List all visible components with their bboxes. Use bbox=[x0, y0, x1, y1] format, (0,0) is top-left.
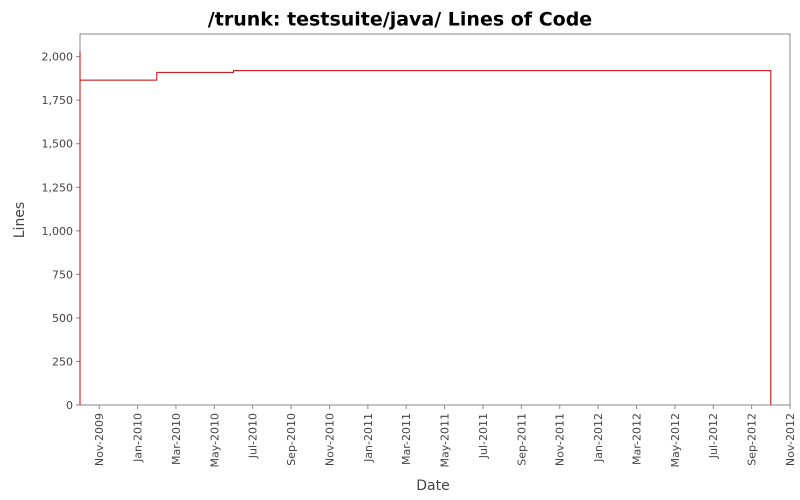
chart-title: /trunk: testsuite/java/ Lines of Code bbox=[208, 9, 592, 31]
x-tick-label: Sep-2011 bbox=[515, 413, 528, 466]
y-tick-label: 1,250 bbox=[42, 181, 74, 194]
x-tick-label: Jul-2011 bbox=[477, 413, 490, 459]
y-tick-label: 250 bbox=[52, 355, 73, 368]
y-tick-label: 1,750 bbox=[42, 94, 74, 107]
x-tick-label: Jul-2012 bbox=[707, 413, 720, 459]
x-tick-label: Mar-2010 bbox=[170, 413, 183, 465]
y-tick-label: 1,000 bbox=[42, 225, 74, 238]
x-tick-label: Jul-2010 bbox=[247, 413, 260, 459]
y-axis-title: Lines bbox=[12, 202, 28, 238]
y-tick-label: 2,000 bbox=[42, 51, 74, 64]
x-tick-label: Sep-2012 bbox=[746, 413, 759, 466]
x-tick-label: Mar-2012 bbox=[630, 413, 643, 465]
x-tick-label: Sep-2010 bbox=[285, 413, 298, 466]
x-tick-label: Jan-2012 bbox=[592, 413, 605, 463]
x-tick-label: May-2010 bbox=[208, 413, 221, 468]
step-line bbox=[79, 51, 772, 405]
y-tick-label: 1,500 bbox=[42, 138, 74, 151]
y-tick-label: 750 bbox=[52, 268, 73, 281]
x-tick-label: Mar-2011 bbox=[400, 413, 413, 465]
x-axis-title: Date bbox=[416, 478, 449, 494]
x-tick-label: Jan-2011 bbox=[362, 413, 375, 463]
x-tick-label: May-2012 bbox=[669, 413, 682, 468]
y-tick-label: 0 bbox=[66, 399, 73, 412]
x-tick-label: Nov-2009 bbox=[93, 413, 106, 466]
x-tick-label: May-2011 bbox=[439, 413, 452, 468]
x-tick-label: Jan-2010 bbox=[132, 413, 145, 463]
x-tick-label: Nov-2011 bbox=[554, 413, 567, 466]
x-tick-label: Nov-2010 bbox=[323, 413, 336, 466]
y-tick-label: 500 bbox=[52, 312, 73, 325]
plot-area bbox=[79, 33, 791, 406]
x-tick-label: Nov-2012 bbox=[784, 413, 797, 466]
